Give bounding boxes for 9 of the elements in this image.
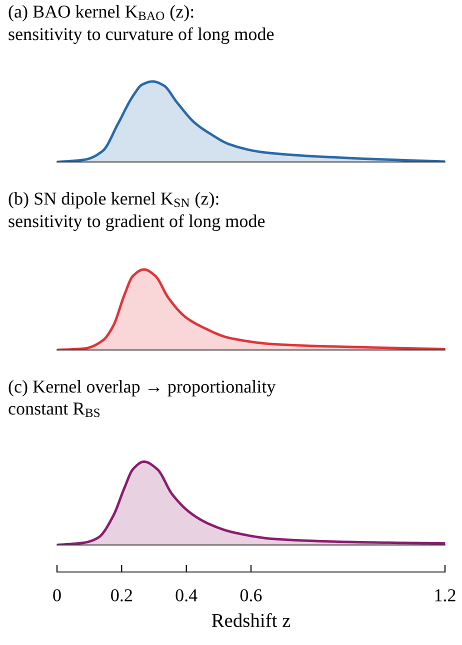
x-tick-label: 0.4 bbox=[176, 589, 198, 602]
x-axis-title: Redshift z bbox=[212, 613, 290, 628]
x-tick-label: 1.2 bbox=[435, 589, 456, 602]
x-tick-label: 0 bbox=[53, 589, 61, 602]
chart-title: (c) Kernel overlap → proportionality constant R$_{BS}$ bbox=[8, 380, 276, 418]
x-tick-label: 0.6 bbox=[240, 589, 262, 602]
chart-title: (a) BAO kernel K$_{BAO}$ (z): sensitivity to curvature of long mode bbox=[8, 5, 274, 44]
chart-title: (b) SN dipole kernel K$_{SN}$ (z): sensitivity to gradient of long mode bbox=[8, 192, 265, 231]
x-tick-label: 0.2 bbox=[111, 589, 132, 602]
